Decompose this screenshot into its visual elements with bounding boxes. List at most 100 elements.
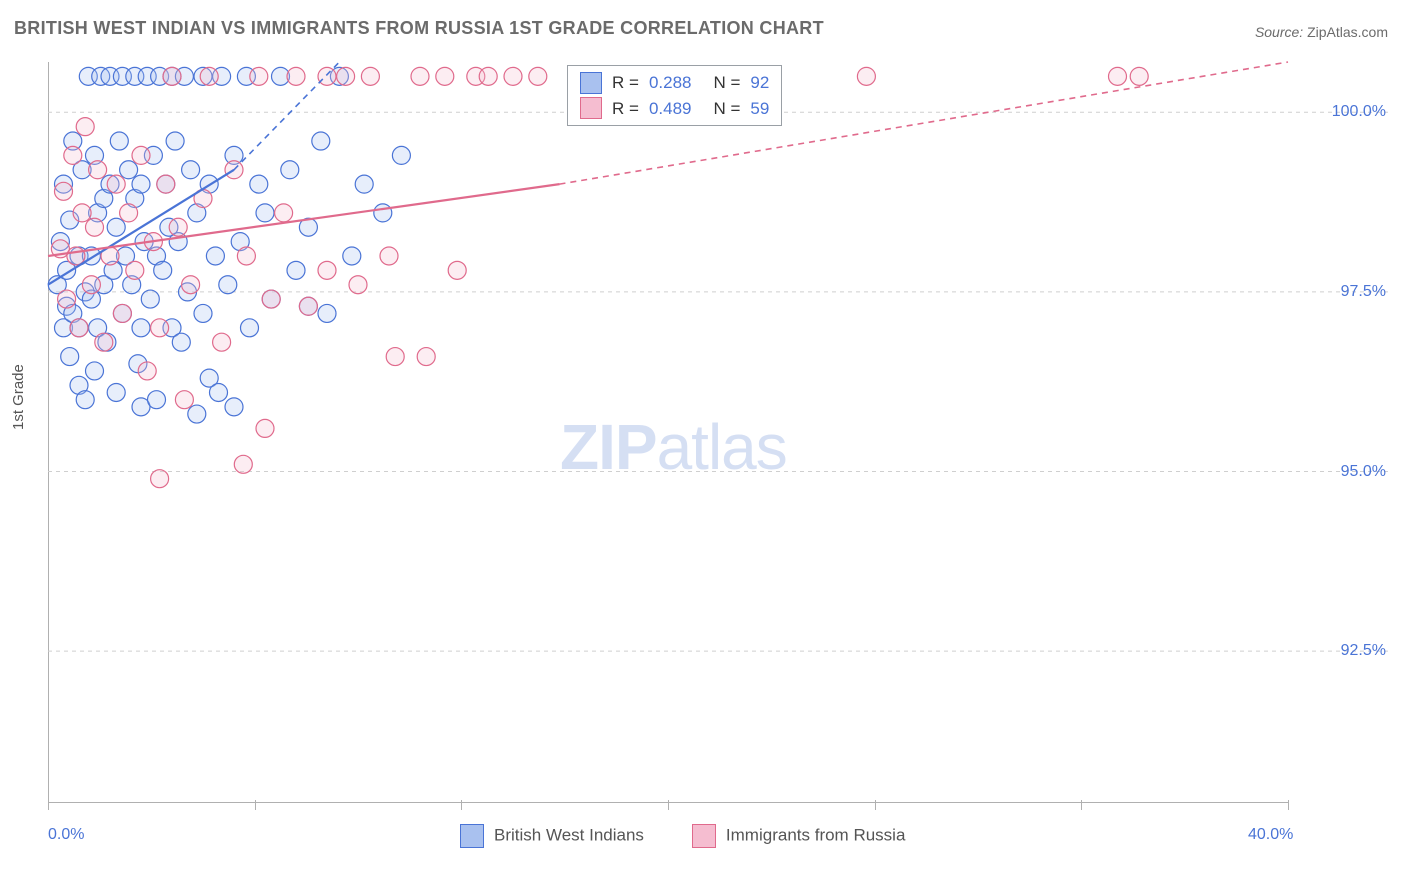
stats-r-label: R = [612,70,639,96]
stats-r-value: 0.489 [649,96,692,122]
scatter-point [120,161,138,179]
scatter-point [86,218,104,236]
scatter-point [107,175,125,193]
scatter-point [504,67,522,85]
stats-box: R =0.288N =92R =0.489N =59 [567,65,782,126]
scatter-point [157,175,175,193]
scatter-point [148,391,166,409]
scatter-point [256,204,274,222]
scatter-point [386,348,404,366]
scatter-point [107,218,125,236]
scatter-point [318,261,336,279]
scatter-point [76,391,94,409]
scatter-point [436,67,454,85]
legend-item: Immigrants from Russia [692,824,905,848]
scatter-point [337,67,355,85]
scatter-point [349,276,367,294]
x-tick-mark [668,800,669,810]
y-tick-label: 97.5% [1341,283,1386,301]
x-tick-label: 0.0% [48,826,84,844]
legend-label: Immigrants from Russia [726,825,905,844]
scatter-point [188,405,206,423]
stats-row: R = 0.288 N = 92 [580,70,769,96]
scatter-point [529,67,547,85]
stats-n-value: 92 [750,70,769,96]
scatter-point [213,333,231,351]
scatter-point [392,146,410,164]
y-axis-label: 1st Grade [10,364,27,430]
scatter-point [250,175,268,193]
scatter-point [219,276,237,294]
scatter-point [262,290,280,308]
scatter-point [141,290,159,308]
scatter-point [154,261,172,279]
x-tick-mark [875,800,876,810]
stats-swatch [580,72,602,94]
scatter-point [182,276,200,294]
scatter-point [138,362,156,380]
stats-n-label: N = [713,96,740,122]
scatter-point [479,67,497,85]
stats-n-label: N = [713,70,740,96]
scatter-point [64,146,82,164]
scatter-point [86,362,104,380]
scatter-point [299,297,317,315]
scatter-point [241,319,259,337]
scatter-point [250,67,268,85]
scatter-point [76,118,94,136]
scatter-point [132,175,150,193]
scatter-point [172,333,190,351]
scatter-point [857,67,875,85]
scatter-point [194,304,212,322]
scatter-point [380,247,398,265]
source-value: ZipAtlas.com [1307,24,1388,40]
scatter-point [110,132,128,150]
scatter-point [175,391,193,409]
scatter-point [163,67,181,85]
stats-row: R =0.489N =59 [580,96,769,122]
legend-item: British West Indians [460,824,644,848]
scatter-point [237,247,255,265]
scatter-point [200,67,218,85]
scatter-point [312,132,330,150]
source-attribution: Source: ZipAtlas.com [1255,24,1388,40]
scatter-point [132,146,150,164]
scatter-point [318,67,336,85]
scatter-point [67,247,85,265]
scatter-point [95,333,113,351]
source-label: Source: [1255,24,1303,40]
scatter-point [225,398,243,416]
scatter-point [120,204,138,222]
scatter-point [55,182,73,200]
scatter-point [166,132,184,150]
chart-container: BRITISH WEST INDIAN VS IMMIGRANTS FROM R… [0,0,1406,892]
scatter-point [355,175,373,193]
legend-swatch [692,824,716,848]
legend-swatch [460,824,484,848]
scatter-point [448,261,466,279]
scatter-point [374,204,392,222]
y-tick-label: 92.5% [1341,642,1386,660]
scatter-point [256,419,274,437]
x-tick-mark [255,800,256,810]
scatter-point [132,319,150,337]
scatter-point [206,247,224,265]
x-tick-mark [461,800,462,810]
scatter-point [287,261,305,279]
x-tick-mark [48,800,49,810]
scatter-point [343,247,361,265]
scatter-point [151,470,169,488]
stats-r-label: R = [612,96,639,122]
scatter-point [318,304,336,322]
stats-r-value: 0.288 [649,70,692,96]
scatter-point [58,290,76,308]
scatter-point [210,383,228,401]
scatter-point [182,161,200,179]
chart-title: BRITISH WEST INDIAN VS IMMIGRANTS FROM R… [14,18,824,39]
scatter-point [113,304,131,322]
scatter-point [61,348,79,366]
scatter-point [73,204,91,222]
scatter-point [361,67,379,85]
scatter-point [1109,67,1127,85]
stats-swatch [580,97,602,119]
